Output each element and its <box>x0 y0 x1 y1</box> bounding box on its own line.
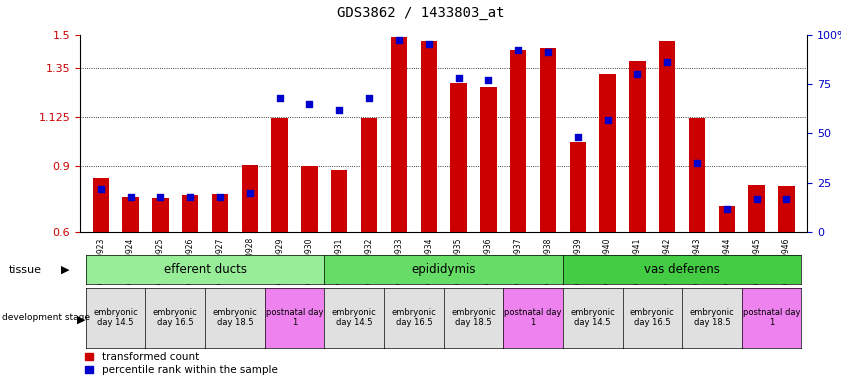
Point <box>362 95 376 101</box>
Point <box>392 37 405 43</box>
Point <box>94 186 108 192</box>
Point <box>511 47 525 53</box>
Text: embryonic
day 14.5: embryonic day 14.5 <box>332 308 377 328</box>
Bar <box>182 195 198 232</box>
Bar <box>748 185 764 232</box>
Point <box>214 194 227 200</box>
Bar <box>510 50 526 232</box>
Bar <box>391 37 407 232</box>
Text: tissue: tissue <box>8 265 41 275</box>
Point <box>750 195 764 202</box>
Point <box>690 160 704 166</box>
Text: ▶: ▶ <box>61 265 69 275</box>
Bar <box>241 165 258 232</box>
Bar <box>93 179 109 232</box>
Text: epididymis: epididymis <box>411 263 476 276</box>
Text: postnatal day
1: postnatal day 1 <box>743 308 801 328</box>
Bar <box>540 48 556 232</box>
Text: postnatal day
1: postnatal day 1 <box>266 308 323 328</box>
Text: embryonic
day 18.5: embryonic day 18.5 <box>451 308 496 328</box>
Bar <box>212 194 228 232</box>
Text: embryonic
day 14.5: embryonic day 14.5 <box>93 308 138 328</box>
Bar <box>689 118 706 232</box>
Point <box>780 195 793 202</box>
Point <box>720 205 733 212</box>
Point <box>452 75 465 81</box>
Bar <box>420 41 437 232</box>
Point <box>482 77 495 83</box>
Text: postnatal day
1: postnatal day 1 <box>505 308 562 328</box>
Point <box>571 134 584 141</box>
Point <box>303 101 316 107</box>
Point <box>542 49 555 55</box>
Point <box>332 107 346 113</box>
Point <box>243 190 257 196</box>
Text: embryonic
day 18.5: embryonic day 18.5 <box>690 308 734 328</box>
Text: development stage: development stage <box>2 313 90 322</box>
Bar <box>480 87 496 232</box>
Bar <box>272 118 288 232</box>
Text: embryonic
day 16.5: embryonic day 16.5 <box>391 308 436 328</box>
Bar <box>629 61 646 232</box>
Legend: transformed count, percentile rank within the sample: transformed count, percentile rank withi… <box>85 352 278 375</box>
Point <box>631 71 644 77</box>
Text: vas deferens: vas deferens <box>644 263 720 276</box>
Point <box>124 194 137 200</box>
Point <box>183 194 197 200</box>
Bar <box>152 198 168 232</box>
Bar <box>301 166 318 232</box>
Point <box>154 194 167 200</box>
Text: embryonic
day 14.5: embryonic day 14.5 <box>570 308 615 328</box>
Bar <box>331 170 347 232</box>
Bar <box>569 142 586 232</box>
Bar <box>450 83 467 232</box>
Point <box>600 116 614 122</box>
Bar <box>659 41 675 232</box>
Point <box>422 41 436 48</box>
Text: embryonic
day 16.5: embryonic day 16.5 <box>153 308 198 328</box>
Bar <box>778 186 795 232</box>
Bar <box>361 118 378 232</box>
Text: GDS3862 / 1433803_at: GDS3862 / 1433803_at <box>336 6 505 20</box>
Bar <box>123 197 139 232</box>
Text: efferent ducts: efferent ducts <box>164 263 246 276</box>
Point <box>660 59 674 65</box>
Text: embryonic
day 16.5: embryonic day 16.5 <box>630 308 674 328</box>
Bar <box>719 206 735 232</box>
Text: ▶: ▶ <box>77 314 86 325</box>
Text: embryonic
day 18.5: embryonic day 18.5 <box>213 308 257 328</box>
Point <box>273 95 287 101</box>
Bar <box>600 74 616 232</box>
